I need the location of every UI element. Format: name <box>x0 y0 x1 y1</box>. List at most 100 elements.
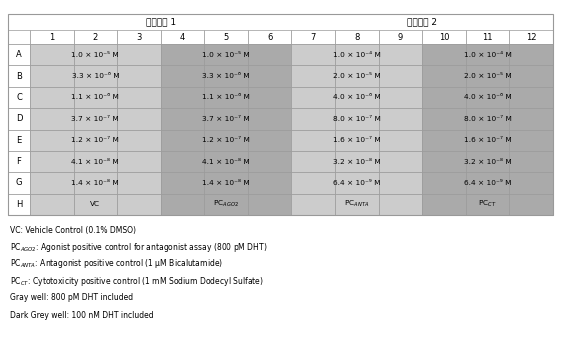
Text: 2.0 × 10⁻⁵ M: 2.0 × 10⁻⁵ M <box>333 73 381 79</box>
Bar <box>8 87 30 108</box>
Bar <box>422 30 466 44</box>
Bar <box>335 30 379 44</box>
Bar <box>379 108 422 129</box>
Bar <box>379 87 422 108</box>
Bar <box>30 14 292 30</box>
Text: 9: 9 <box>398 32 403 41</box>
Text: PC$_{CT}$: Cytotoxicity positive control (1 mM Sodium Dodecyl Sulfate): PC$_{CT}$: Cytotoxicity positive control… <box>10 275 264 287</box>
Bar <box>8 14 553 215</box>
Bar <box>8 151 30 172</box>
Bar <box>117 65 161 87</box>
Bar <box>466 108 509 129</box>
Text: 3.3 × 10⁻⁶ M: 3.3 × 10⁻⁶ M <box>72 73 119 79</box>
Bar <box>204 194 248 215</box>
Bar <box>117 108 161 129</box>
Bar <box>204 87 248 108</box>
Bar <box>335 151 379 172</box>
Bar <box>248 87 292 108</box>
Bar <box>292 30 335 44</box>
Bar <box>8 14 30 30</box>
Bar <box>248 172 292 194</box>
Text: 11: 11 <box>482 32 493 41</box>
Bar <box>204 44 248 65</box>
Text: 시험물질 2: 시험물질 2 <box>407 18 437 27</box>
Bar <box>509 172 553 194</box>
Bar <box>73 194 117 215</box>
Text: 6: 6 <box>267 32 273 41</box>
Bar <box>30 87 73 108</box>
Bar <box>30 129 73 151</box>
Bar <box>509 87 553 108</box>
Bar <box>117 172 161 194</box>
Bar <box>73 30 117 44</box>
Text: 3.2 × 10⁻⁸ M: 3.2 × 10⁻⁸ M <box>464 159 512 165</box>
Bar <box>30 151 73 172</box>
Bar <box>30 194 73 215</box>
Bar <box>466 172 509 194</box>
Text: 1.0 × 10⁻⁴ M: 1.0 × 10⁻⁴ M <box>464 52 512 58</box>
Bar <box>161 87 204 108</box>
Text: PC$_{ANTA}$: PC$_{ANTA}$ <box>344 199 370 209</box>
Text: VC: Vehicle Control (0.1% DMSO): VC: Vehicle Control (0.1% DMSO) <box>10 226 136 235</box>
Bar <box>422 129 466 151</box>
Bar <box>248 194 292 215</box>
Text: 4.0 × 10⁻⁶ M: 4.0 × 10⁻⁶ M <box>333 95 381 100</box>
Bar <box>466 44 509 65</box>
Text: 4: 4 <box>180 32 185 41</box>
Bar <box>466 194 509 215</box>
Bar <box>248 30 292 44</box>
Bar <box>509 30 553 44</box>
Bar <box>509 129 553 151</box>
Bar <box>292 194 335 215</box>
Text: PC$_{AGO2}$: PC$_{AGO2}$ <box>213 199 239 209</box>
Bar <box>204 65 248 87</box>
Bar <box>117 194 161 215</box>
Bar <box>73 172 117 194</box>
Text: 6.4 × 10⁻⁹ M: 6.4 × 10⁻⁹ M <box>333 180 380 186</box>
Text: PC$_{CT}$: PC$_{CT}$ <box>479 199 497 209</box>
Bar <box>422 87 466 108</box>
Text: VC: VC <box>90 201 100 207</box>
Bar <box>73 108 117 129</box>
Bar <box>292 44 335 65</box>
Bar <box>509 65 553 87</box>
Text: PC$_{AGO2}$: Agonist positive control for antagonist assay (800 pM DHT): PC$_{AGO2}$: Agonist positive control fo… <box>10 240 268 254</box>
Text: PC$_{ANTA}$: Antagonist positive control (1 μM Bicalutamide): PC$_{ANTA}$: Antagonist positive control… <box>10 257 223 270</box>
Bar <box>292 108 335 129</box>
Bar <box>161 172 204 194</box>
Bar <box>466 87 509 108</box>
Bar <box>73 151 117 172</box>
Text: F: F <box>17 157 21 166</box>
Bar <box>248 151 292 172</box>
Bar <box>161 151 204 172</box>
Bar <box>117 30 161 44</box>
Bar <box>161 44 204 65</box>
Bar <box>161 65 204 87</box>
Bar <box>204 108 248 129</box>
Text: H: H <box>16 200 22 209</box>
Bar <box>292 87 335 108</box>
Bar <box>161 194 204 215</box>
Text: 10: 10 <box>439 32 449 41</box>
Bar <box>73 65 117 87</box>
Text: 1.0 × 10⁻⁴ M: 1.0 × 10⁻⁴ M <box>333 52 381 58</box>
Bar <box>509 44 553 65</box>
Bar <box>379 151 422 172</box>
Bar <box>422 151 466 172</box>
Text: 8.0 × 10⁻⁷ M: 8.0 × 10⁻⁷ M <box>464 116 512 122</box>
Text: 12: 12 <box>526 32 536 41</box>
Bar <box>422 108 466 129</box>
Text: 1.1 × 10⁻⁶ M: 1.1 × 10⁻⁶ M <box>202 95 250 100</box>
Bar <box>117 87 161 108</box>
Text: Gray well: 800 pM DHT included: Gray well: 800 pM DHT included <box>10 294 133 303</box>
Bar <box>335 194 379 215</box>
Bar <box>335 108 379 129</box>
Bar <box>379 44 422 65</box>
Text: 1.4 × 10⁻⁸ M: 1.4 × 10⁻⁸ M <box>71 180 119 186</box>
Bar <box>248 65 292 87</box>
Text: 3.2 × 10⁻⁸ M: 3.2 × 10⁻⁸ M <box>333 159 381 165</box>
Text: 3: 3 <box>136 32 141 41</box>
Bar <box>248 108 292 129</box>
Bar <box>379 65 422 87</box>
Text: 5: 5 <box>223 32 229 41</box>
